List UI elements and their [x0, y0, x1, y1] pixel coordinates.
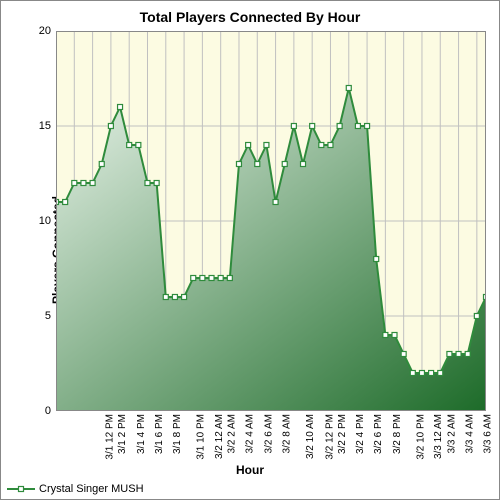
x-axis-label: Hour: [1, 463, 499, 477]
y-tick-label: 10: [11, 215, 51, 227]
x-tick-label: 3/3 6 AM: [483, 414, 494, 453]
y-tick-label: 15: [11, 120, 51, 132]
chart-title: Total Players Connected By Hour: [1, 9, 499, 25]
legend-label: Crystal Singer MUSH: [39, 483, 144, 495]
x-tick-label: 3/2 10 PM: [416, 414, 427, 460]
x-tick-label: 3/1 10 PM: [196, 414, 207, 460]
x-tick-label: 3/1 4 PM: [136, 414, 147, 454]
y-tick-label: 0: [11, 405, 51, 417]
x-tick-label: 3/2 4 PM: [355, 414, 366, 454]
y-tick-label: 5: [11, 310, 51, 322]
x-tick-label: 3/2 2 PM: [337, 414, 348, 454]
x-tick-label: 3/2 8 PM: [392, 414, 403, 454]
x-tick-label: 3/1 2 PM: [117, 414, 128, 454]
x-tick-label: 3/2 4 AM: [245, 414, 256, 453]
chart-svg: [56, 31, 486, 411]
x-tick-label: 3/1 8 PM: [172, 414, 183, 454]
x-tick-label: 3/2 6 PM: [373, 414, 384, 454]
x-tick-label: 3/3 4 AM: [464, 414, 475, 453]
x-tick-label: 3/1 12 PM: [105, 414, 116, 460]
x-tick-label: 3/3 2 AM: [446, 414, 457, 453]
x-tick-label: 3/2 10 AM: [305, 414, 316, 459]
x-tick-label: 3/1 6 PM: [154, 414, 165, 454]
x-tick-label: 3/2 12 PM: [324, 414, 335, 460]
legend: Crystal Singer MUSH: [5, 482, 146, 496]
x-tick-label: 3/3 12 AM: [433, 414, 444, 459]
legend-swatch-icon: [7, 483, 35, 495]
chart-frame: Total Players Connected By Hour Players …: [0, 0, 500, 500]
y-tick-label: 20: [11, 25, 51, 37]
x-tick-label: 3/2 12 AM: [214, 414, 225, 459]
x-tick-label: 3/2 2 AM: [227, 414, 238, 453]
plot-area: [56, 31, 486, 411]
x-tick-label: 3/2 8 AM: [281, 414, 292, 453]
x-tick-label: 3/2 6 AM: [263, 414, 274, 453]
